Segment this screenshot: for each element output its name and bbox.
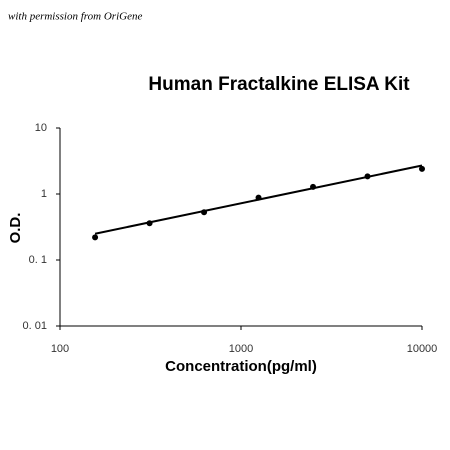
- x-tick-label: 10000: [407, 343, 438, 355]
- y-tick-label: 1: [41, 188, 47, 200]
- data-point: [364, 173, 371, 180]
- watermark: with permission from OriGene: [8, 11, 142, 23]
- data-point: [92, 234, 99, 241]
- x-tick-label: 1000: [229, 343, 253, 355]
- data-point: [255, 194, 262, 201]
- x-axis-label: Concentration(pg/ml): [165, 358, 317, 375]
- data-point: [201, 209, 208, 216]
- y-tick-label: 0. 01: [23, 320, 47, 332]
- y-tick-label: 0. 1: [29, 254, 47, 266]
- chart-title: Human Fractalkine ELISA Kit: [148, 74, 410, 95]
- y-tick-label: 10: [35, 122, 47, 134]
- y-axis-label: O.D.: [7, 213, 24, 244]
- data-point: [146, 220, 153, 227]
- x-tick-label: 100: [51, 343, 69, 355]
- data-point: [310, 183, 317, 190]
- data-point: [419, 165, 425, 172]
